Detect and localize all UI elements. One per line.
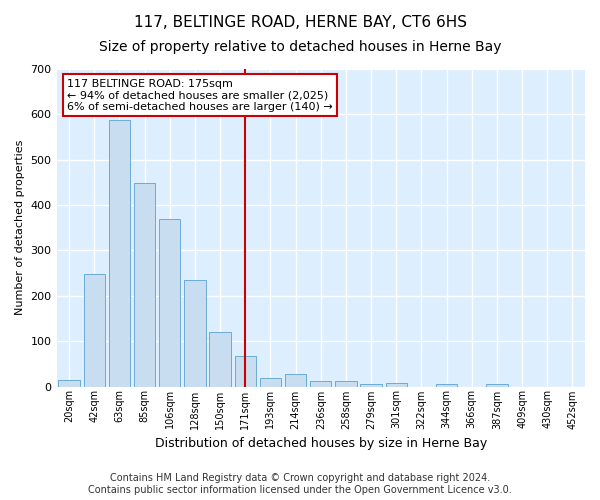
Text: Contains HM Land Registry data © Crown copyright and database right 2024.
Contai: Contains HM Land Registry data © Crown c… bbox=[88, 474, 512, 495]
Bar bbox=[159, 218, 181, 386]
X-axis label: Distribution of detached houses by size in Herne Bay: Distribution of detached houses by size … bbox=[155, 437, 487, 450]
Bar bbox=[209, 332, 231, 386]
Bar bbox=[235, 356, 256, 386]
Bar bbox=[134, 184, 155, 386]
Text: 117, BELTINGE ROAD, HERNE BAY, CT6 6HS: 117, BELTINGE ROAD, HERNE BAY, CT6 6HS bbox=[133, 15, 467, 30]
Bar bbox=[83, 274, 105, 386]
Bar bbox=[310, 381, 331, 386]
Bar bbox=[58, 380, 80, 386]
Bar bbox=[285, 374, 307, 386]
Text: Size of property relative to detached houses in Herne Bay: Size of property relative to detached ho… bbox=[99, 40, 501, 54]
Bar bbox=[260, 378, 281, 386]
Y-axis label: Number of detached properties: Number of detached properties bbox=[15, 140, 25, 316]
Bar bbox=[386, 383, 407, 386]
Text: 117 BELTINGE ROAD: 175sqm
← 94% of detached houses are smaller (2,025)
6% of sem: 117 BELTINGE ROAD: 175sqm ← 94% of detac… bbox=[67, 78, 333, 112]
Bar bbox=[109, 120, 130, 386]
Bar bbox=[486, 384, 508, 386]
Bar bbox=[335, 381, 356, 386]
Bar bbox=[361, 384, 382, 386]
Bar bbox=[436, 384, 457, 386]
Bar bbox=[184, 280, 206, 386]
